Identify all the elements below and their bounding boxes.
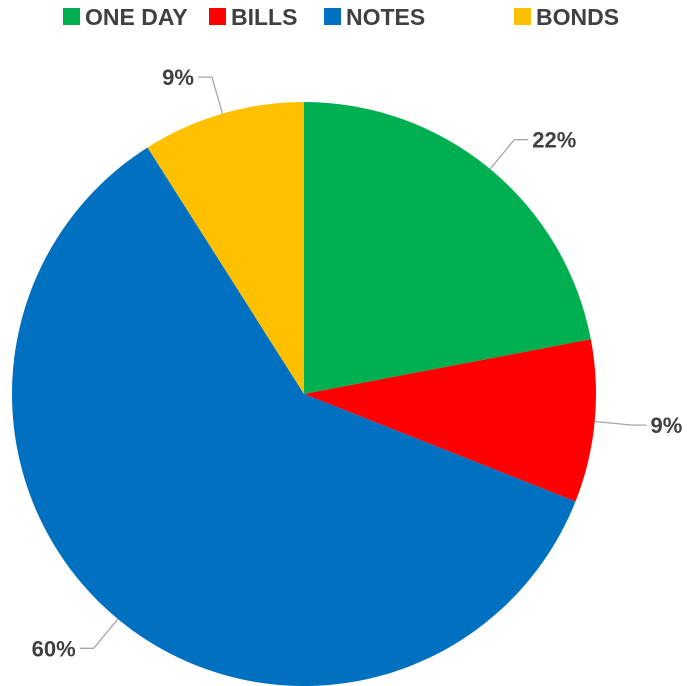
leader-line-one-day [489,139,529,170]
leader-line-bills [594,420,647,426]
legend: ONE DAY BILLS NOTES BONDS [63,4,619,30]
legend-swatch-one-day [63,8,80,25]
leader-line-notes [79,618,119,649]
pie-slice-bills [304,339,597,502]
data-label-text-bonds: 9% [162,65,194,90]
legend-label-bonds: BONDS [536,4,619,30]
pie-slice-notes [12,147,576,686]
data-label-bonds: 9% [162,65,224,114]
legend-item-bills: BILLS [209,4,297,30]
legend-label-one-day: ONE DAY [85,4,188,30]
pie-slices [12,102,597,686]
pie-slice-one-day [304,102,591,394]
legend-item-bonds: BONDS [514,4,619,30]
data-labels: 22% 9% 60% 9% [32,65,683,661]
pie-slice-bonds [147,102,304,394]
legend-swatch-bills [209,8,226,25]
data-label-text-one-day: 22% [532,128,576,153]
legend-swatch-notes [324,8,341,25]
legend-swatch-bonds [514,8,531,25]
leader-line-bonds [197,76,224,114]
legend-label-bills: BILLS [231,4,297,30]
legend-item-notes: NOTES [324,4,425,30]
legend-item-one-day: ONE DAY [63,4,188,30]
data-label-text-bills: 9% [651,413,683,438]
data-label-notes: 60% [32,618,119,661]
data-label-text-notes: 60% [32,636,76,661]
data-label-one-day: 22% [489,128,576,170]
legend-label-notes: NOTES [346,4,425,30]
data-label-bills: 9% [594,413,683,438]
